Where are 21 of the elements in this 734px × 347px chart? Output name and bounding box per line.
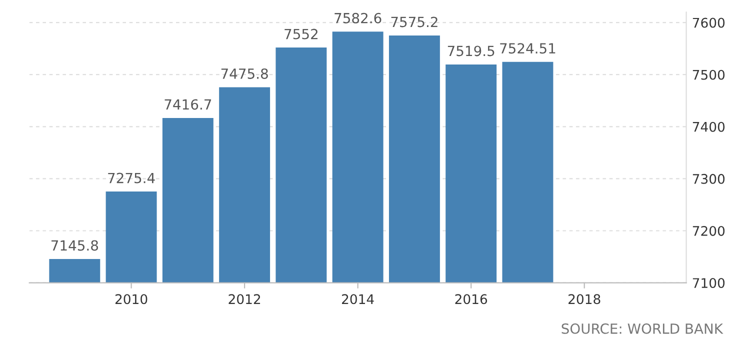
data-label: 7524.51 [500, 43, 556, 54]
y-tick-label: 7200 [692, 226, 725, 236]
data-label: 7145.8 [52, 240, 98, 251]
data-label: 7575.2 [391, 16, 438, 28]
source-note: SOURCE: WORLD BANK [562, 323, 724, 334]
y-tick-label: 7500 [692, 70, 725, 80]
data-label: 7582.6 [334, 12, 382, 24]
x-tick-label: 2012 [228, 294, 260, 304]
y-tick-label: 7300 [692, 174, 725, 184]
x-tick-label: 2010 [115, 294, 148, 304]
data-label: 7416.7 [164, 99, 212, 110]
data-label: 7475.8 [221, 68, 268, 79]
x-tick-label: 2018 [568, 294, 600, 304]
x-tick-label: 2014 [342, 294, 374, 304]
data-label: 7275.4 [108, 172, 155, 184]
y-tick-label: 7100 [692, 278, 725, 288]
y-tick-label: 7600 [692, 18, 725, 28]
data-label: 7552 [284, 28, 318, 40]
y-tick-label: 7400 [692, 122, 725, 132]
x-tick-label: 2016 [455, 294, 488, 304]
data-label: 7519.5 [448, 46, 494, 56]
